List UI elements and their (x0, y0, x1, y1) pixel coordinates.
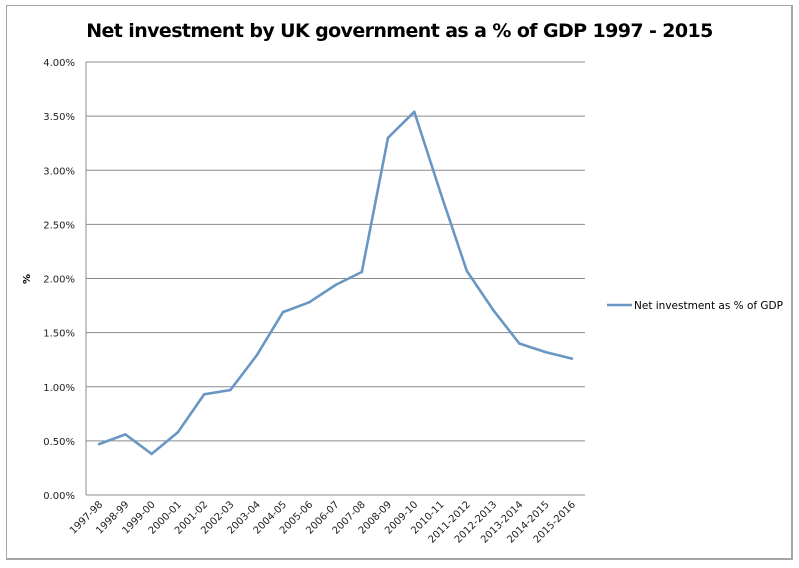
data-point (255, 354, 258, 357)
legend-label: Net investment as % of GDP (634, 300, 783, 312)
legend: Net investment as % of GDP (607, 300, 783, 312)
data-point (491, 308, 495, 312)
gridlines (85, 61, 585, 496)
data-point (518, 342, 521, 345)
series-group (97, 110, 574, 456)
x-tick-labels: 1997-981998-991999-002000-012001-022002-… (68, 499, 578, 545)
y-tick-label: 2.50% (43, 220, 75, 231)
y-tick-label: 3.00% (43, 166, 75, 177)
y-tick-label: 2.00% (43, 275, 75, 286)
y-axis-label: % (22, 274, 33, 284)
data-point (97, 442, 101, 446)
data-point (124, 433, 127, 436)
y-tick-label: 0.50% (43, 437, 75, 448)
series-line (98, 110, 573, 456)
data-point (150, 452, 153, 456)
y-tick-label: 0.00% (43, 491, 75, 502)
data-point (281, 310, 285, 314)
y-tick-label: 1.00% (43, 383, 75, 394)
data-point (413, 110, 416, 114)
data-point (439, 191, 442, 195)
y-tick-label: 1.50% (43, 329, 75, 340)
data-point (465, 269, 469, 273)
data-point (334, 283, 337, 287)
y-tick-label: 4.00% (43, 58, 75, 69)
data-point (176, 430, 180, 434)
chart-frame (6, 5, 793, 560)
data-point (307, 301, 311, 304)
y-tick-label: 3.50% (43, 112, 75, 123)
data-point (386, 136, 390, 140)
data-point (229, 388, 232, 392)
chart-title: Net investment by UK government as a % o… (86, 20, 713, 42)
data-point (360, 270, 364, 274)
data-point (570, 357, 574, 360)
data-point (544, 350, 547, 354)
y-tick-labels: 0.00% 0.50% 1.00% 1.50% 2.00% 2.50% 3.00% 3.50%… (43, 58, 75, 502)
data-point (202, 393, 206, 396)
